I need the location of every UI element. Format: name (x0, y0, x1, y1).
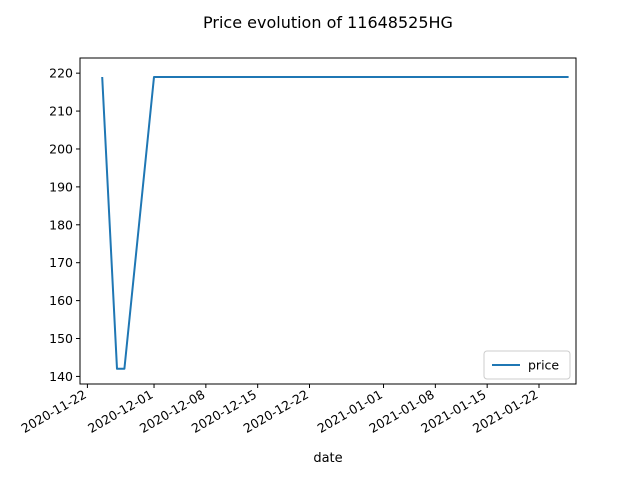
x-tick-label: 2020-11-22 (18, 387, 88, 436)
y-tick-label: 170 (49, 255, 73, 270)
legend: price (483, 350, 571, 380)
series-line-price (101, 76, 569, 370)
plot-frame (79, 57, 577, 385)
y-tick-label: 190 (49, 179, 73, 194)
plot-area (79, 57, 577, 385)
x-axis: 2020-11-222020-12-012020-12-082020-12-15… (18, 384, 540, 436)
y-tick-label: 180 (49, 217, 73, 232)
chart-title: Price evolution of 11648525HG (203, 13, 453, 32)
y-axis: 140 150 160 170 180 190 200 210 220 (49, 66, 80, 384)
y-tick-label: 140 (49, 369, 73, 384)
legend-frame (483, 350, 571, 380)
y-tick-label: 160 (49, 293, 73, 308)
legend-label: price (528, 358, 559, 373)
y-tick-label: 220 (49, 66, 73, 81)
y-tick-label: 200 (49, 141, 73, 156)
y-tick-label: 150 (49, 331, 73, 346)
x-axis-label: date (313, 451, 342, 466)
y-tick-label: 210 (49, 104, 73, 119)
